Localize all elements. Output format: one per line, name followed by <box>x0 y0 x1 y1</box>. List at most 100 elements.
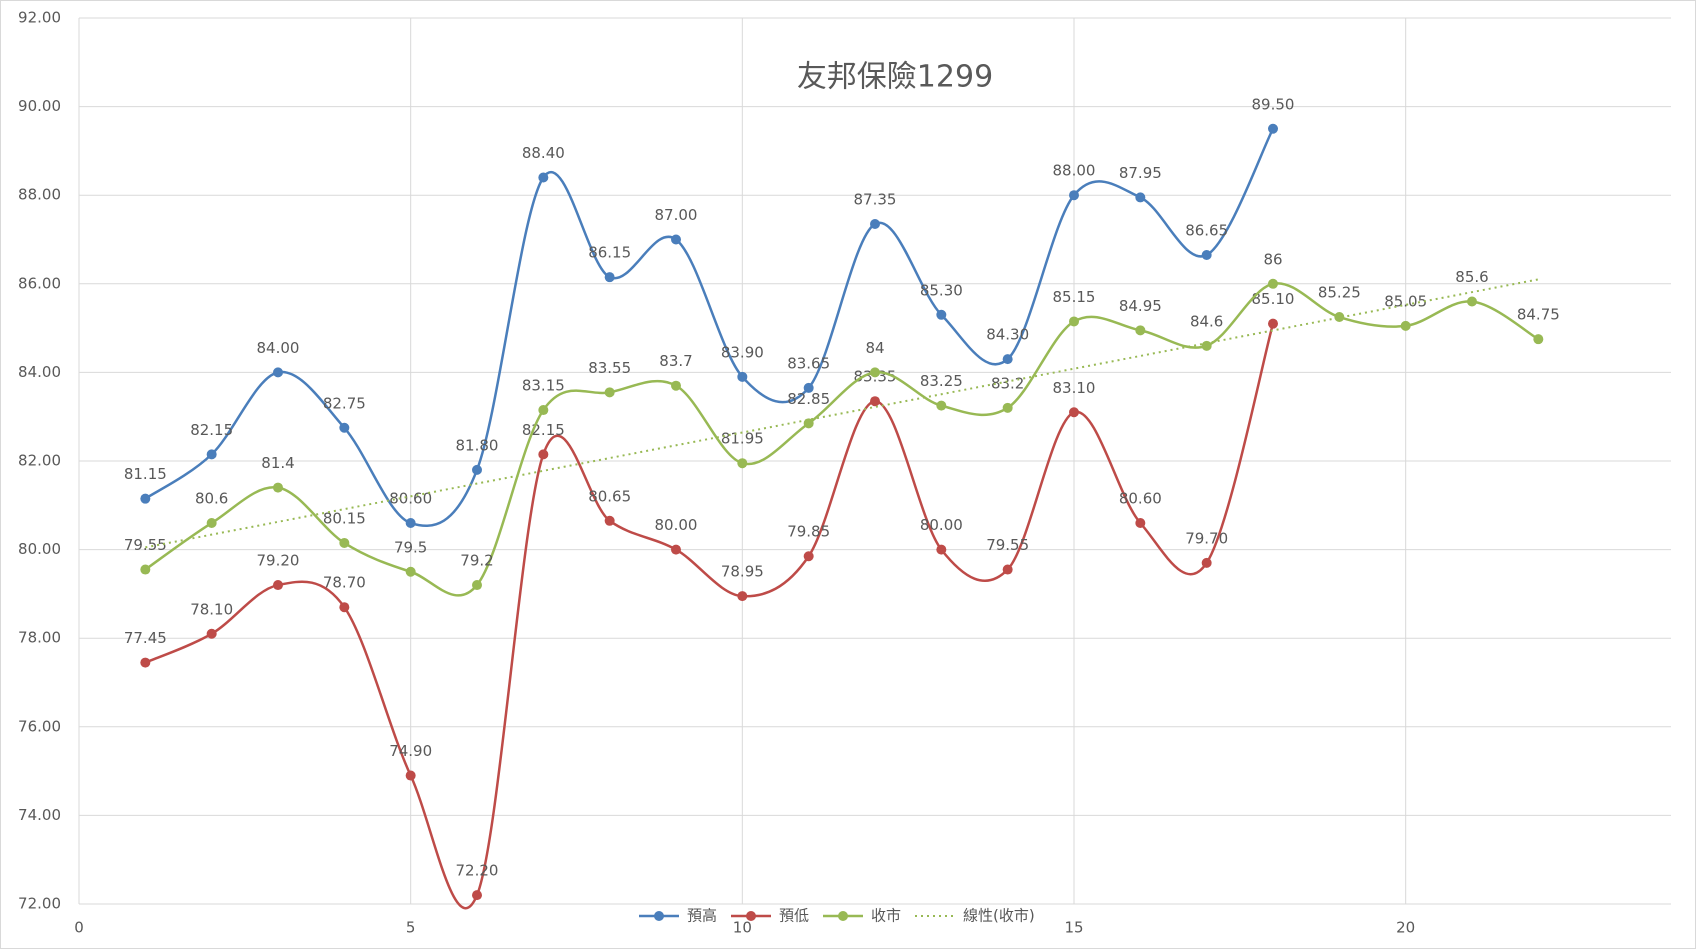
data-point <box>1201 250 1212 261</box>
data-point <box>936 309 947 320</box>
data-label: 84.30 <box>986 326 1029 344</box>
data-point <box>405 566 416 577</box>
data-point <box>1069 316 1079 327</box>
data-label: 79.55 <box>986 536 1029 554</box>
legend-label: 預高 <box>687 907 717 925</box>
data-point <box>273 580 283 591</box>
data-point <box>1268 318 1278 329</box>
data-label: 78.95 <box>721 563 764 581</box>
data-point <box>671 380 681 391</box>
data-point <box>936 544 947 555</box>
data-point <box>1135 192 1146 203</box>
data-label: 84.75 <box>1517 306 1560 324</box>
data-label: 79.5 <box>394 538 427 556</box>
legend-label: 線性(收市) <box>963 907 1035 925</box>
legend-marker <box>654 911 664 921</box>
data-label: 79.85 <box>787 523 830 541</box>
data-label: 81.95 <box>721 430 764 448</box>
data-label: 87.00 <box>655 206 698 224</box>
data-point <box>472 580 482 591</box>
data-point <box>870 367 880 378</box>
data-point <box>140 493 151 504</box>
data-label: 82.15 <box>522 421 565 439</box>
y-tick-label: 84.00 <box>18 363 61 381</box>
data-label: 80.60 <box>389 490 432 508</box>
data-point <box>1400 320 1411 331</box>
data-label: 83.65 <box>787 354 830 372</box>
data-label: 78.10 <box>190 600 233 618</box>
data-label: 86.65 <box>1185 222 1228 240</box>
data-point <box>206 518 217 529</box>
data-label: 85.25 <box>1318 284 1361 302</box>
x-tick-label: 20 <box>1396 919 1415 937</box>
data-label: 74.90 <box>389 742 432 760</box>
data-point <box>737 458 748 469</box>
y-tick-label: 72.00 <box>18 895 61 913</box>
data-point <box>472 464 482 475</box>
data-point <box>339 422 350 433</box>
data-point <box>1268 123 1278 134</box>
data-label: 81.4 <box>261 454 294 472</box>
data-label: 80.00 <box>920 516 963 534</box>
data-label: 81.80 <box>456 436 499 454</box>
data-label: 87.95 <box>1119 164 1162 182</box>
data-label: 77.45 <box>124 629 167 647</box>
y-tick-label: 82.00 <box>18 452 61 470</box>
chart-title: 友邦保險1299 <box>797 60 993 95</box>
y-tick-label: 92.00 <box>18 9 61 27</box>
data-label: 85.10 <box>1252 290 1295 308</box>
data-point <box>671 234 681 245</box>
data-point <box>140 657 151 668</box>
data-point <box>936 400 947 411</box>
y-tick-label: 76.00 <box>18 717 61 735</box>
data-label: 89.50 <box>1252 95 1295 113</box>
data-label: 88.00 <box>1053 162 1096 180</box>
data-label: 84 <box>865 339 884 357</box>
data-label: 79.55 <box>124 536 167 554</box>
x-tick-label: 10 <box>733 919 752 937</box>
y-tick-label: 90.00 <box>18 97 61 115</box>
x-tick-label: 0 <box>74 919 84 937</box>
data-point <box>538 172 549 183</box>
data-label: 80.00 <box>655 516 698 534</box>
data-label: 87.35 <box>854 190 897 208</box>
data-point <box>604 387 615 398</box>
data-label: 86.15 <box>588 244 631 262</box>
data-point <box>1135 325 1146 336</box>
x-tick-label: 15 <box>1064 919 1083 937</box>
data-point <box>1201 340 1212 351</box>
data-point <box>1334 312 1345 323</box>
legend-label: 預低 <box>779 907 809 925</box>
data-point <box>273 482 283 493</box>
y-tick-label: 74.00 <box>18 806 61 824</box>
data-point <box>405 518 416 529</box>
data-label: 84.6 <box>1190 312 1223 330</box>
data-point <box>803 551 814 562</box>
data-point <box>538 405 549 416</box>
data-point <box>1268 278 1278 289</box>
legend-label: 收市 <box>871 907 901 925</box>
data-label: 86 <box>1263 250 1282 268</box>
data-point <box>206 449 217 460</box>
data-point <box>339 537 350 548</box>
y-tick-label: 88.00 <box>18 186 61 204</box>
y-tick-label: 86.00 <box>18 274 61 292</box>
data-point <box>1069 190 1079 201</box>
legend-marker <box>746 911 756 921</box>
data-point <box>737 371 748 382</box>
data-label: 85.6 <box>1455 268 1488 286</box>
data-label: 79.2 <box>460 552 493 570</box>
data-point <box>737 591 748 602</box>
data-label: 83.25 <box>920 372 963 390</box>
data-point <box>604 515 615 526</box>
data-label: 83.55 <box>588 359 631 377</box>
data-label: 78.70 <box>323 574 366 592</box>
data-point <box>472 890 482 901</box>
data-point <box>604 272 615 283</box>
x-tick-label: 5 <box>406 919 416 937</box>
data-label: 82.15 <box>190 421 233 439</box>
data-label: 80.6 <box>195 490 228 508</box>
data-label: 83.90 <box>721 343 764 361</box>
data-point <box>1467 296 1477 307</box>
